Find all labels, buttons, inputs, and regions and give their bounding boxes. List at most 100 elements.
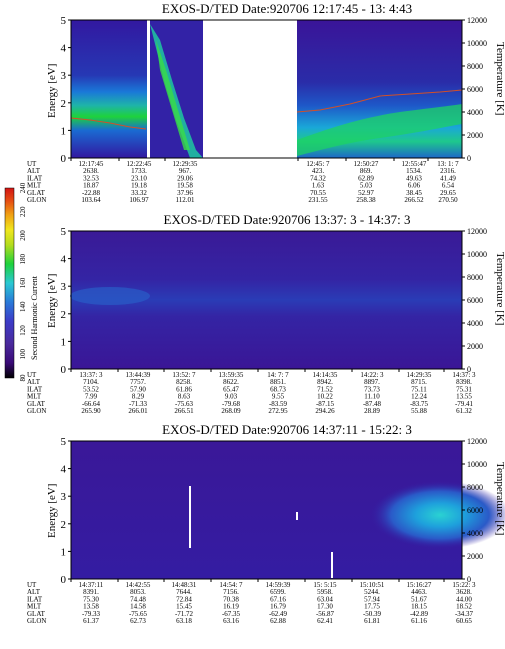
panel-3-ephemeris-value: 8391. bbox=[83, 588, 99, 596]
panel-1-heatmap bbox=[70, 20, 463, 158]
colorbar-tick-label: 140 bbox=[19, 301, 27, 312]
panel-1-yaxis: 0 1 2 3 4 5 bbox=[61, 15, 71, 165]
panel-3-ephemeris-value: 61.16 bbox=[411, 617, 427, 625]
panel-2-ytick-label: 1 bbox=[61, 336, 67, 348]
panel-2-ephemeris-value: 294.26 bbox=[315, 407, 335, 415]
panel-1-ephemeris-value: 12:17:45 bbox=[79, 160, 104, 168]
panel-2-ephemeris-value: 57.90 bbox=[130, 385, 146, 393]
panel-3-ephemeris-value: 8053. bbox=[130, 588, 146, 596]
panel-2-ephemeris-value: 7104. bbox=[83, 378, 99, 386]
panel-1-ephemeris-value: 106.97 bbox=[129, 196, 149, 204]
panel-1-ephemeris-value: 967. bbox=[179, 167, 192, 175]
panel-1-ephemeris-value: 869. bbox=[360, 167, 373, 175]
panel-1-ephemeris-value: 423. bbox=[312, 167, 325, 175]
panel-2-ephemeris-value: 266.01 bbox=[128, 407, 148, 415]
panel-2-ephemeris-value: 68.73 bbox=[270, 385, 286, 393]
panel-1-ephemeris-value: 231.55 bbox=[308, 196, 328, 204]
colorbar-tick-label: 100 bbox=[19, 349, 27, 360]
panel-1-dispersive-core bbox=[156, 40, 190, 150]
panel-2-ephemeris-value: 272.95 bbox=[268, 407, 288, 415]
panel-2-ephemeris-value: -75.63 bbox=[175, 400, 194, 408]
panel-2-ephemeris-value: 13:52: 7 bbox=[172, 371, 196, 379]
panel-3-ephemeris-value: 62.73 bbox=[130, 617, 146, 625]
panel-2-ephemeris-value: 13.55 bbox=[456, 393, 472, 401]
panel-3-ephemeris-value: -67.35 bbox=[222, 610, 241, 618]
panel-2-y2tick-label: 6000 bbox=[467, 296, 483, 305]
panel-3-ytick-label: 4 bbox=[61, 464, 67, 476]
panel-3-ephemeris-value: 63.04 bbox=[317, 595, 333, 603]
panel-3-dropout-1 bbox=[189, 486, 191, 548]
panel-2-ephemeris-value: -83.75 bbox=[410, 400, 429, 408]
panel-3-ephemeris-value: 7156. bbox=[223, 588, 239, 596]
panel-1-ephemeris-value: 29.06 bbox=[177, 174, 193, 182]
panel-2-ephemeris-value: -83.59 bbox=[269, 400, 288, 408]
panel-3-y2axis: 0 2000 4000 6000 8000 10000 12000 bbox=[462, 437, 487, 584]
panel-3-ephemeris-value: 17.75 bbox=[364, 603, 380, 611]
panel-2-ephemeris-value: 14: 7: 7 bbox=[267, 371, 289, 379]
panel-1-ephemeris-label: GLAT bbox=[27, 189, 46, 197]
panel-3-ephemeris-value: 14:54: 7 bbox=[219, 581, 243, 589]
panel-1-ephemeris-value: 52.97 bbox=[358, 189, 374, 197]
panel-2-ephemeris-value: 9.55 bbox=[272, 393, 285, 401]
panel-3-ephemeris-value: 63.18 bbox=[176, 617, 192, 625]
panel-2-ephemeris-value: -87.48 bbox=[363, 400, 382, 408]
panel-2-ephemeris-value: 8942. bbox=[317, 378, 333, 386]
panel-3-heatmap bbox=[71, 441, 505, 579]
panel-1-ytick-label: 1 bbox=[61, 125, 67, 137]
panel-2-ephemeris-value: 7.99 bbox=[85, 393, 98, 401]
panel-3-ephemeris-value: 14.58 bbox=[130, 603, 146, 611]
panel-1-y2tick-label: 6000 bbox=[467, 85, 483, 94]
panel-3-ephemeris-value: 57.94 bbox=[364, 595, 380, 603]
panel-2-ephemeris-value: -79.68 bbox=[222, 400, 241, 408]
panel-2-ephemeris-label: GLAT bbox=[27, 400, 46, 408]
panel-3-ytick-label: 0 bbox=[61, 574, 67, 586]
panel-1-ephemeris-value: 112.01 bbox=[176, 196, 195, 204]
panel-3-ytick-label: 1 bbox=[61, 546, 67, 558]
panel-3-ytick-label: 5 bbox=[61, 436, 67, 448]
panel-3-ephemeris-value: 17.30 bbox=[317, 603, 333, 611]
panel-3-title: EXOS-D/TED Date:920706 14:37:11 - 15:22:… bbox=[162, 422, 412, 437]
panel-3-ephemeris-label: ILAT bbox=[27, 595, 43, 603]
panel-1-ephemeris-value: 5.03 bbox=[360, 182, 373, 190]
panel-1-gap bbox=[203, 20, 297, 158]
panel-1-ephemeris-value: 103.64 bbox=[81, 196, 101, 204]
colorbar-ticks: 80 100 120 140 160 180 200 220 240 bbox=[19, 182, 27, 381]
panel-3-ephemeris-value: 62.88 bbox=[270, 617, 286, 625]
panel-2-ephemeris-value: -66.64 bbox=[82, 400, 101, 408]
panel-3-ephemeris-value: 51.67 bbox=[411, 595, 427, 603]
panel-3-ephemeris-value: 14:59:39 bbox=[266, 581, 291, 589]
panel-2-ephemeris-value: 71.52 bbox=[317, 385, 333, 393]
panel-1-ephemeris-value: 12:29:35 bbox=[173, 160, 198, 168]
panel-2-ephemeris-value: -71.33 bbox=[129, 400, 148, 408]
panel-3-ephemeris-value: 14:37:11 bbox=[79, 581, 104, 589]
panel-3-y2tick-label: 0 bbox=[467, 575, 471, 584]
panel-2-y2label: Temperature [K] bbox=[494, 252, 505, 325]
panel-3-ephemeris-value: 5958. bbox=[317, 588, 333, 596]
panel-3-y2label: Temperature [K] bbox=[494, 462, 505, 535]
panel-2-ephemeris-value: 8.29 bbox=[132, 393, 145, 401]
panel-2-heatmap bbox=[70, 231, 462, 369]
panel-3-ephemeris-value: 70.38 bbox=[223, 595, 239, 603]
panel-1-ephemeris-value: 2638. bbox=[83, 167, 99, 175]
panel-2-ytick-label: 3 bbox=[61, 281, 67, 293]
panel-3-y2tick-label: 12000 bbox=[467, 437, 487, 446]
panel-2-ephemeris-value: 14:37: 3 bbox=[452, 371, 476, 379]
panel-1-ephemeris-value: 1733. bbox=[131, 167, 147, 175]
panel-2-ephemeris-value: 8715. bbox=[411, 378, 427, 386]
panel-3-ephemeris-value: 5244. bbox=[364, 588, 380, 596]
panel-3-yaxis: 0 1 2 3 4 5 bbox=[61, 436, 71, 586]
colorbar-tick-label: 180 bbox=[19, 254, 27, 265]
panel-2-ephemeris-value: 268.09 bbox=[221, 407, 241, 415]
panel-2-ephemeris-value: 8.63 bbox=[178, 393, 191, 401]
panel-2-ephemeris-value: 14:22: 3 bbox=[360, 371, 384, 379]
panel-2: EXOS-D/TED Date:920706 13:37: 3 - 14:37:… bbox=[27, 212, 505, 415]
panel-3-dropout-2 bbox=[296, 512, 298, 520]
panel-3-ytick-label: 2 bbox=[61, 519, 67, 531]
panel-3-ephemeris-value: 18.52 bbox=[456, 603, 472, 611]
panel-2-ephemeris-value: 7757. bbox=[130, 378, 146, 386]
panel-3-ephemeris-value: 44.00 bbox=[456, 595, 472, 603]
